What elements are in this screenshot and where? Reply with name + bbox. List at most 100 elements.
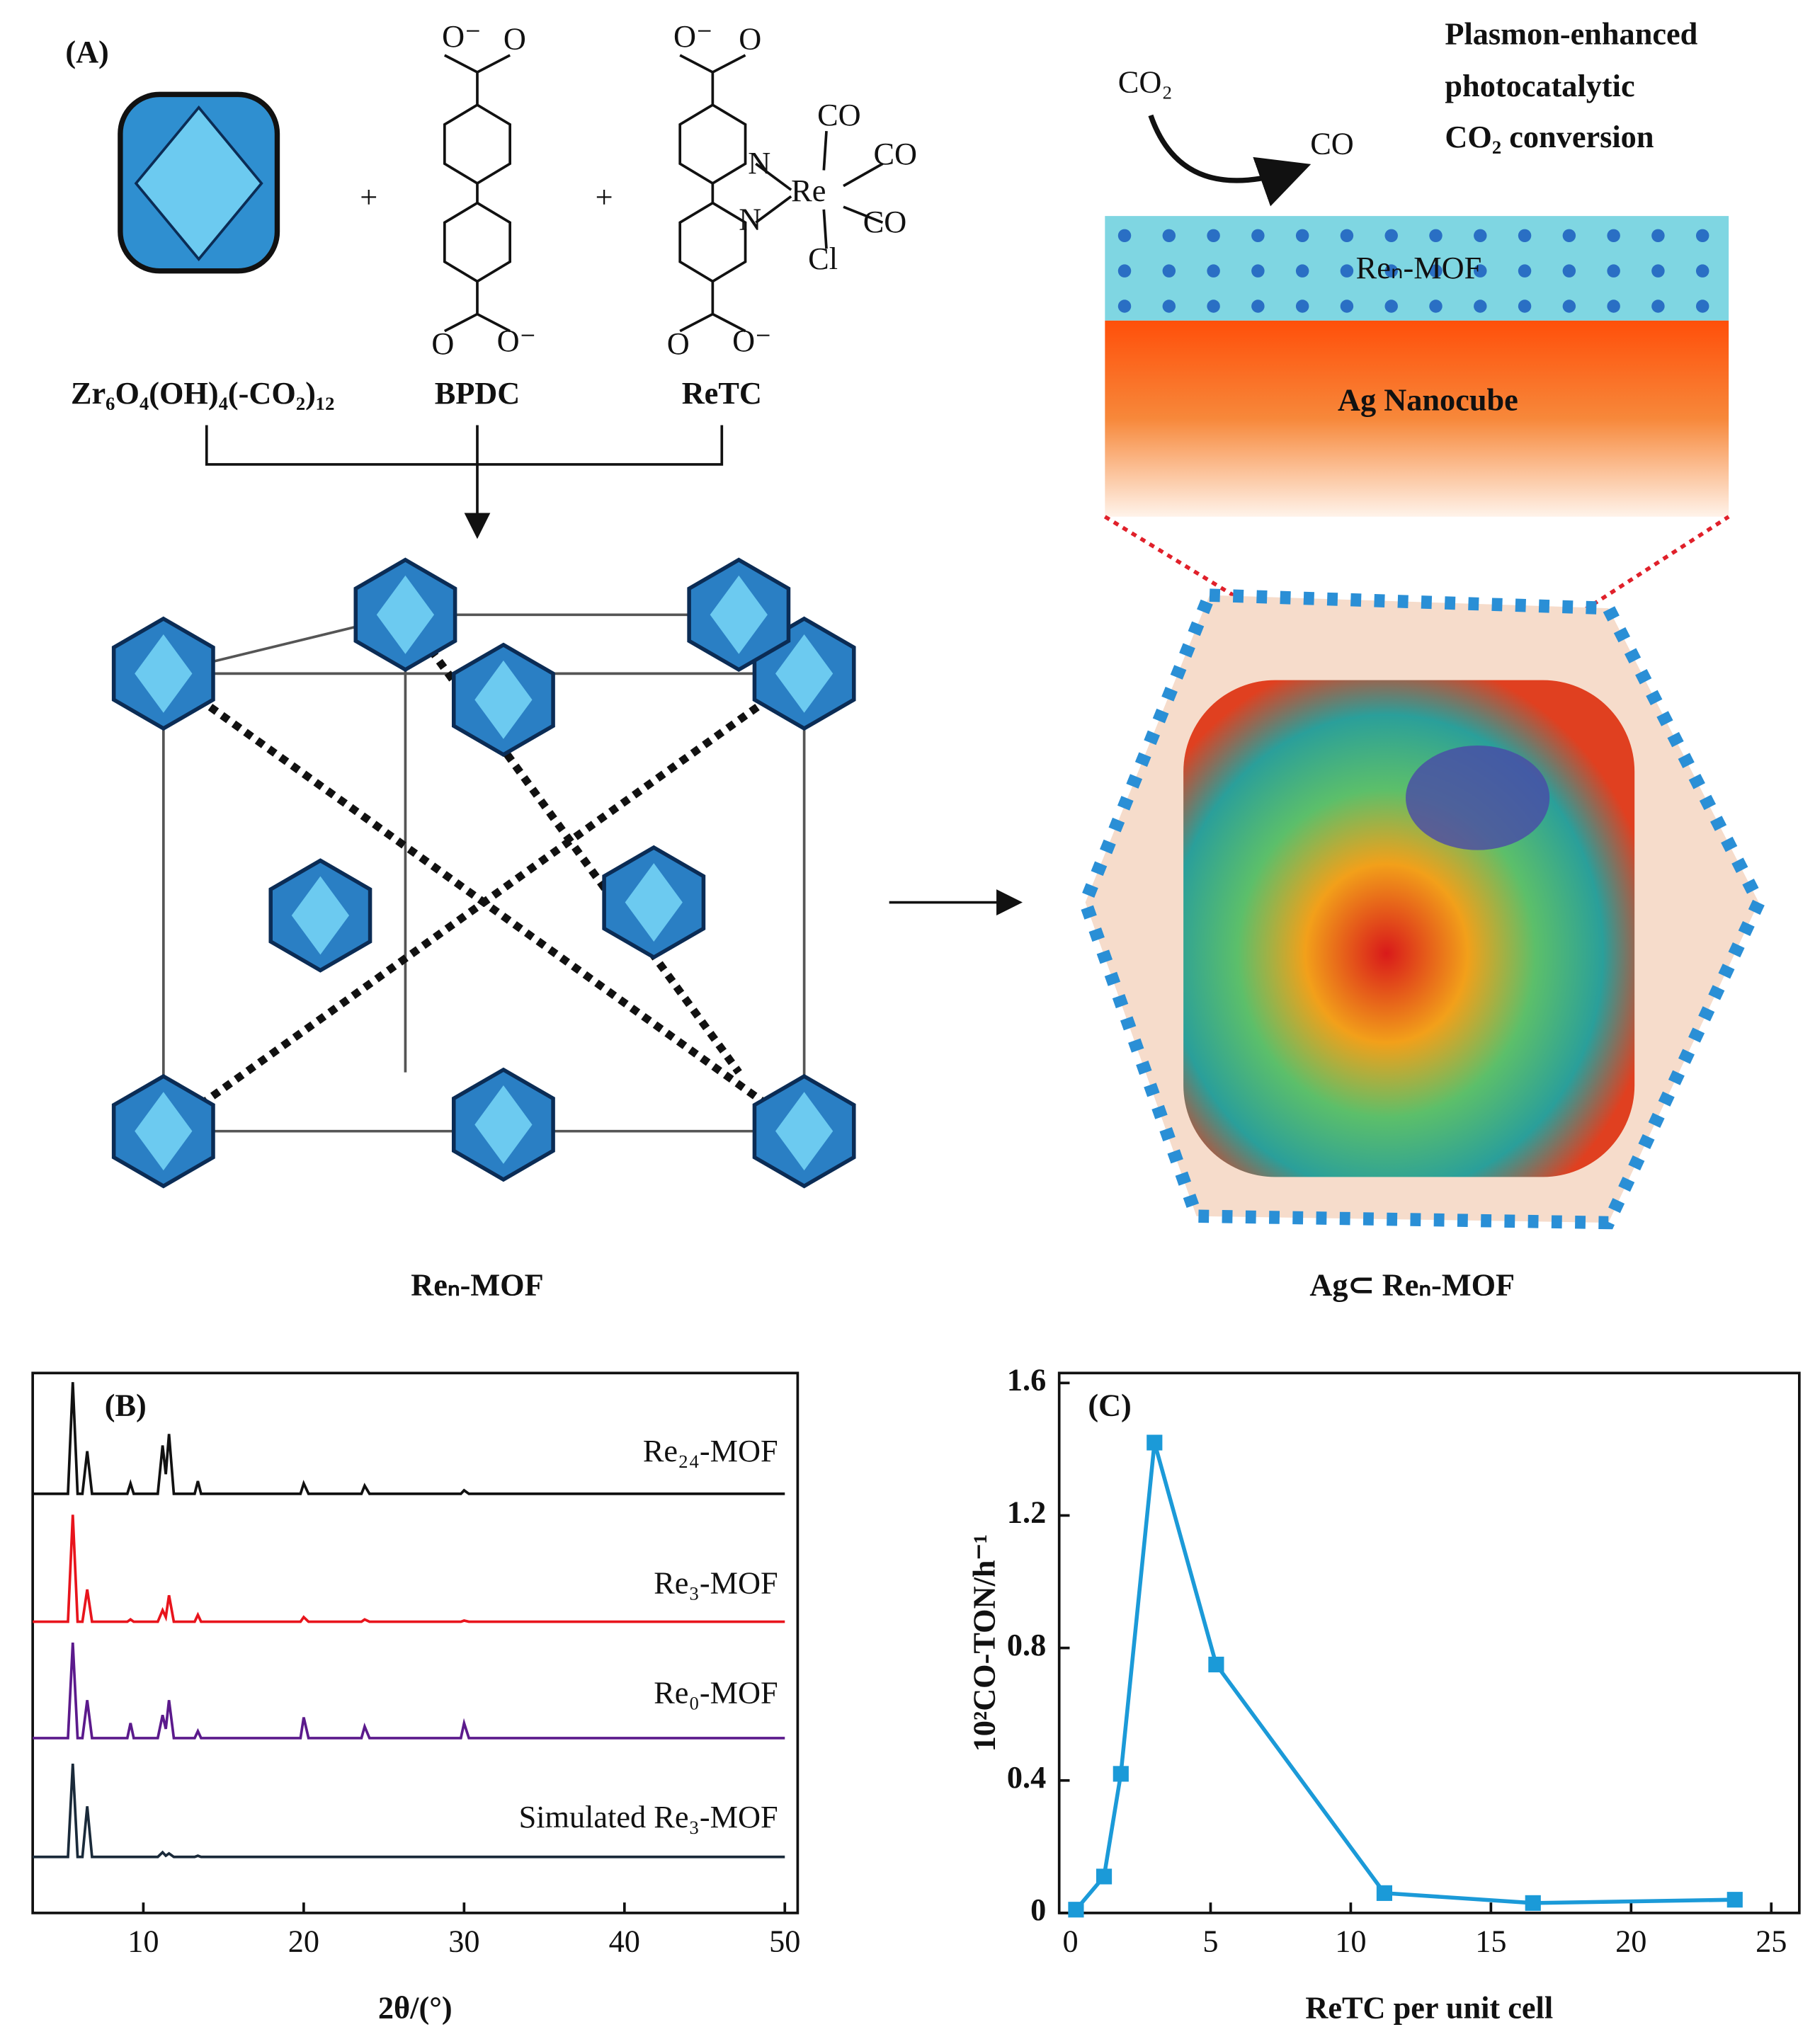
lattice-node xyxy=(1340,229,1354,243)
plus: + xyxy=(360,180,377,215)
atom: CO xyxy=(863,205,907,239)
lattice-node xyxy=(1207,229,1220,243)
lattice-node xyxy=(1518,299,1532,313)
lattice-node xyxy=(1651,229,1665,243)
lattice-node xyxy=(1695,229,1709,243)
lattice-node xyxy=(1340,264,1354,278)
y-axis-label: 10²CO-TON/h⁻¹ xyxy=(967,1534,1001,1752)
atom: Cl xyxy=(808,241,838,276)
atom: O xyxy=(431,326,454,361)
marker xyxy=(1068,1902,1084,1918)
lattice-node xyxy=(1429,229,1443,243)
trace xyxy=(33,1764,785,1859)
trace-label: Re₂₄-MOF xyxy=(643,1434,778,1468)
panel-label: (B) xyxy=(105,1388,147,1422)
lattice-node xyxy=(1384,264,1398,278)
zr-face xyxy=(135,1092,193,1171)
linker-name: BPDC xyxy=(435,376,520,411)
atom: O xyxy=(503,22,526,57)
ring xyxy=(678,201,747,283)
atom: CO xyxy=(873,137,917,171)
process-title: Plasmon-enhanced xyxy=(1445,16,1697,51)
lattice-node xyxy=(1117,299,1132,313)
panel-label: (A) xyxy=(65,35,109,69)
lattice-node xyxy=(1117,229,1132,243)
lattice-node xyxy=(1117,264,1132,278)
layer-label: Reₙ-MOF xyxy=(1356,251,1482,285)
atom: CO xyxy=(817,98,861,132)
x-tick-label: 5 xyxy=(1202,1924,1218,1958)
zr-face xyxy=(474,1085,533,1164)
marker xyxy=(1096,1868,1113,1885)
lattice-node xyxy=(1651,264,1665,278)
lattice-node xyxy=(1562,264,1576,278)
lattice-node xyxy=(1695,299,1709,313)
hotspot xyxy=(1406,745,1550,850)
process-title: photocatalytic xyxy=(1445,69,1634,103)
lattice-node xyxy=(1695,264,1709,278)
trace-label: Re₃-MOF xyxy=(654,1565,778,1600)
lattice-node xyxy=(1207,264,1220,278)
mof-structure xyxy=(111,557,856,1189)
x-axis-label: 2θ/(°) xyxy=(378,1991,453,2026)
lattice-node xyxy=(1251,299,1265,313)
zr-face xyxy=(775,1092,833,1171)
lattice-node xyxy=(1162,264,1176,278)
atom: Re xyxy=(791,173,826,208)
reactant: CO₂ xyxy=(1118,65,1173,100)
synthesis-arrow xyxy=(205,425,724,534)
lattice-node xyxy=(1162,229,1176,243)
panel-label: (C) xyxy=(1088,1388,1132,1422)
zr-face xyxy=(135,634,193,713)
marker xyxy=(1147,1434,1163,1451)
marker xyxy=(1376,1885,1393,1901)
zr-cluster xyxy=(118,91,280,274)
y-tick-label: 0.4 xyxy=(1007,1760,1046,1795)
trace xyxy=(33,1514,785,1623)
atom: N xyxy=(748,146,770,181)
zr-face xyxy=(710,575,768,654)
plot-frame xyxy=(1057,1371,1801,1914)
lattice-node xyxy=(1607,229,1620,243)
lattice-node xyxy=(1295,264,1309,278)
atom: O⁻ xyxy=(497,324,536,358)
lattice xyxy=(1117,229,1709,313)
plus: + xyxy=(596,180,613,215)
lattice-node xyxy=(1474,264,1487,278)
marker xyxy=(1113,1766,1129,1782)
x-tick-label: 20 xyxy=(288,1924,319,1958)
atom: O⁻ xyxy=(442,19,481,54)
x-tick-label: 25 xyxy=(1756,1924,1787,1958)
line xyxy=(1074,1441,1735,1912)
x-tick-label: 40 xyxy=(609,1924,640,1958)
zr-face xyxy=(376,575,435,654)
retc-structure xyxy=(678,54,884,333)
y-tick-label: 0.8 xyxy=(1007,1628,1046,1662)
complex-name: ReTC xyxy=(682,376,762,411)
trace-label: Simulated Re₃-MOF xyxy=(519,1800,778,1834)
caption: Reₙ-MOF xyxy=(411,1267,543,1302)
lattice-node xyxy=(1607,299,1620,313)
ring xyxy=(678,103,747,185)
caption: Ag⊂ Reₙ-MOF xyxy=(1309,1267,1515,1302)
lattice-node xyxy=(1207,299,1220,313)
lattice-node xyxy=(1607,264,1620,278)
bonds xyxy=(679,54,884,333)
x-tick-label: 20 xyxy=(1615,1924,1646,1958)
lattice-node xyxy=(1295,229,1309,243)
bpdc-structure xyxy=(443,54,511,333)
lattice-node xyxy=(1429,264,1443,278)
y-tick-label: 1.2 xyxy=(1007,1495,1046,1530)
marker xyxy=(1525,1895,1541,1911)
ag-layer xyxy=(1105,320,1729,517)
x-tick-label: 0 xyxy=(1062,1924,1078,1958)
lattice-node xyxy=(1162,299,1176,313)
layer-label: Ag Nanocube xyxy=(1338,382,1518,417)
lattice-node xyxy=(1384,299,1398,313)
lattice-node xyxy=(1518,229,1532,243)
x-tick-label: 30 xyxy=(448,1924,479,1958)
ring xyxy=(443,103,511,185)
lattice-node xyxy=(1474,299,1487,313)
atom: O xyxy=(739,22,761,57)
